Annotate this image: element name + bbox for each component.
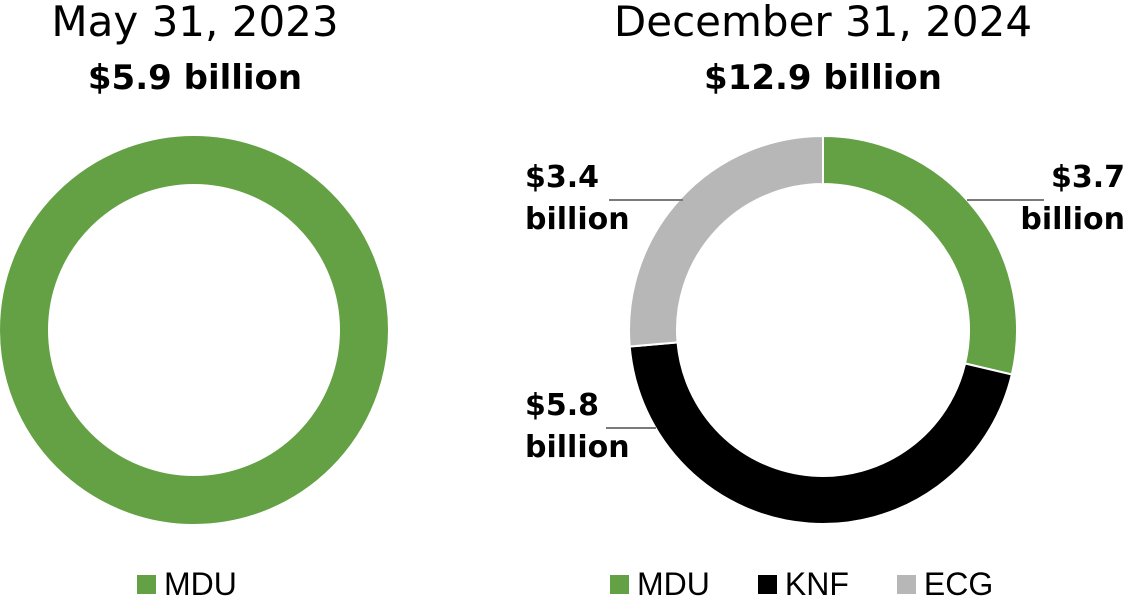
- right-donut: [628, 134, 1018, 525]
- ecg-callout-label: $3.4 billion: [525, 160, 630, 238]
- knf-callout-value: $5.8: [525, 388, 600, 423]
- right-donut-ecg-segment: [628, 134, 824, 348]
- knf-callout-label: $5.8 billion: [525, 388, 630, 466]
- ecg-swatch-icon: [896, 575, 916, 594]
- legend-item-mdu: MDU: [610, 566, 710, 603]
- legend-item-ecg: ECG: [896, 566, 994, 603]
- right-chart-total: $12.9 billion: [704, 58, 942, 98]
- right-chart-title: December 31, 2024: [613, 0, 1033, 46]
- legend-label: KNF: [784, 566, 849, 602]
- mdu-callout-unit: billion: [1020, 202, 1125, 237]
- ecg-callout-value: $3.4: [525, 160, 600, 195]
- left-donut-mdu-segment: [0, 136, 388, 524]
- mdu-callout-value: $3.7: [1050, 160, 1125, 195]
- legend-item-knf: KNF: [757, 566, 849, 603]
- right-chart-legend: MDU KNF ECG: [610, 566, 993, 603]
- left-chart-total: $5.9 billion: [87, 58, 303, 98]
- legend-label: MDU: [637, 566, 710, 602]
- legend-item-mdu: MDU: [137, 566, 237, 603]
- ecg-callout-unit: billion: [525, 202, 630, 237]
- left-donut: [0, 136, 388, 524]
- mdu-swatch-icon: [610, 575, 629, 594]
- knf-callout-unit: billion: [525, 430, 630, 465]
- knf-swatch-icon: [757, 575, 777, 594]
- right-donut-knf-segment: [628, 341, 1014, 525]
- legend-label: MDU: [164, 566, 237, 602]
- left-chart-legend: MDU: [137, 566, 237, 603]
- mdu-callout-label: $3.7 billion: [1009, 160, 1125, 238]
- left-chart-title: May 31, 2023: [51, 0, 339, 46]
- legend-label: ECG: [923, 566, 994, 602]
- mdu-swatch-icon: [137, 575, 156, 594]
- right-donut-mdu-segment: [822, 134, 1018, 376]
